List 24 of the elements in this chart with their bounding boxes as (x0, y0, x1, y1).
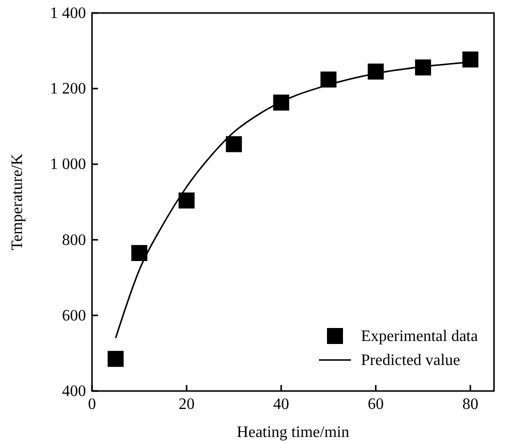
point (131, 245, 148, 262)
point (320, 72, 336, 88)
x-axis-title: Heating time/min (236, 424, 350, 441)
y-tick-label: 800 (62, 232, 86, 249)
legend-label: Predicted value (361, 352, 460, 369)
point (462, 51, 478, 68)
legend-label: Experimental data (361, 328, 478, 345)
x-tick-label: 20 (178, 396, 195, 413)
point (226, 136, 242, 152)
point (178, 192, 195, 208)
point (108, 350, 124, 367)
point (273, 94, 290, 111)
y-tick-label: 1 400 (50, 5, 86, 22)
x-tick-label: 80 (462, 396, 478, 413)
y-tick-label: 1 000 (50, 156, 86, 174)
y-axis-title: Temperature/K (9, 153, 26, 250)
x-tick-label: 0 (88, 396, 96, 413)
x-tick-label: 60 (368, 396, 384, 413)
point (368, 64, 384, 80)
point (415, 59, 432, 76)
y-tick-label: 600 (62, 307, 86, 324)
x-tick-label: 40 (273, 396, 290, 413)
y-tick-label: 1 200 (50, 80, 86, 98)
y-tick-label: 400 (62, 383, 86, 400)
